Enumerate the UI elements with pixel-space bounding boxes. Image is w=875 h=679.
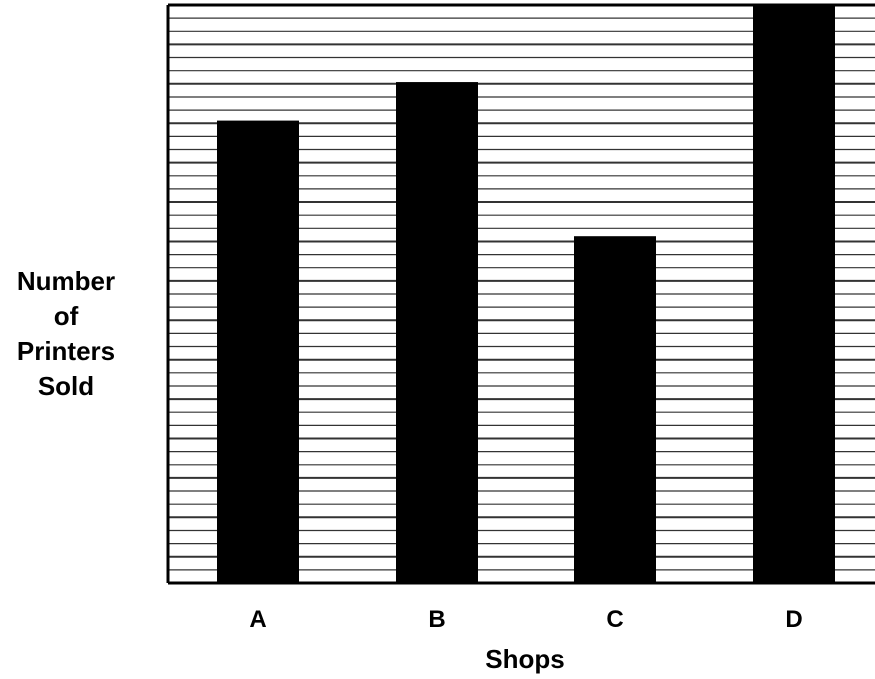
x-axis-label: Shops <box>485 644 564 674</box>
plot-frame <box>166 3 875 585</box>
x-tick-label-A: A <box>249 606 266 633</box>
x-tick-labels: A B C D <box>249 606 802 633</box>
bar-A <box>217 120 299 583</box>
y-axis-label: Number of Printers Sold <box>17 266 115 401</box>
x-tick-label-B: B <box>428 606 445 633</box>
x-tick-label-C: C <box>606 606 623 633</box>
bar-C <box>574 236 656 583</box>
x-tick-label-D: D <box>785 606 802 633</box>
y-axis-label-line: Number <box>17 266 115 296</box>
bars <box>217 5 835 584</box>
y-axis-label-line: of <box>54 301 79 331</box>
y-axis-label-line: Sold <box>38 371 94 401</box>
bar-B <box>396 82 478 584</box>
bar-D <box>753 5 835 583</box>
y-axis-label-line: Printers <box>17 336 115 366</box>
